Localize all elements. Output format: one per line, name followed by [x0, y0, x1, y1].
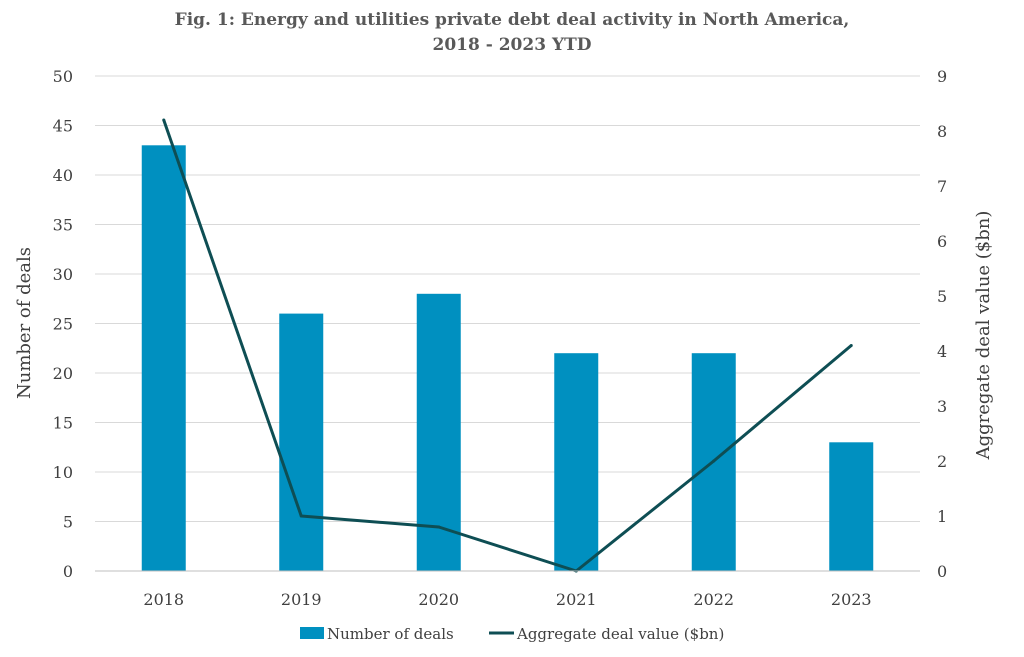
gridlines: [95, 75, 920, 572]
y-tick-label: 0: [63, 562, 73, 581]
x-tick-label: 2020: [418, 590, 459, 609]
y2-tick-label: 9: [937, 67, 947, 86]
y-tick-label: 30: [53, 265, 73, 284]
bar-series: [141, 145, 874, 572]
legend-label-bars: Number of deals: [327, 625, 454, 643]
y-tick-label: 5: [63, 513, 73, 532]
line-point: [299, 514, 303, 518]
bar: [279, 313, 324, 571]
bar: [141, 145, 186, 572]
bar: [554, 353, 599, 571]
y-axis-label: Number of deals: [14, 247, 35, 399]
x-tick-label: 2022: [693, 590, 734, 609]
legend-swatch-bars: [300, 627, 324, 639]
y2-tick-label: 6: [937, 232, 947, 251]
x-tick-label: 2019: [281, 590, 322, 609]
line-point: [437, 525, 441, 529]
y2-tick-label: 0: [937, 562, 947, 581]
line-point: [712, 459, 716, 463]
y2-tick-label: 1: [937, 507, 947, 526]
bar: [829, 442, 874, 571]
x-tick-label: 2018: [143, 590, 184, 609]
series-line: [162, 119, 853, 573]
y2-tick-label: 3: [937, 397, 947, 416]
y2-tick-label: 8: [937, 122, 947, 141]
y-tick-label: 15: [53, 414, 73, 433]
legend-label-line: Aggregate deal value ($bn): [516, 625, 724, 643]
y-tick-label: 50: [53, 67, 73, 86]
bar: [416, 293, 461, 571]
x-tick-label: 2021: [556, 590, 597, 609]
y2-axis-label: Aggregate deal value ($bn): [973, 211, 994, 461]
y-tick-label: 20: [53, 364, 73, 383]
y2-tick-label: 7: [937, 177, 947, 196]
y-tick-label: 25: [53, 315, 73, 334]
legend: Number of deals Aggregate deal value ($b…: [300, 625, 724, 643]
line-point: [162, 118, 166, 122]
y-tick-label: 40: [53, 166, 73, 185]
line-series: [162, 118, 853, 573]
y2-tick-label: 5: [937, 287, 947, 306]
y-tick-label: 10: [53, 463, 73, 482]
y2-tick-label: 4: [937, 342, 947, 361]
x-tick-label: 2023: [831, 590, 872, 609]
y-tick-label: 35: [53, 216, 73, 235]
line-point: [849, 344, 853, 347]
y2-tick-label: 2: [937, 452, 947, 471]
chart-title-line-1: Fig. 1: Energy and utilities private deb…: [175, 10, 850, 30]
y-tick-label: 45: [53, 117, 73, 136]
chart-title-line-2: 2018 - 2023 YTD: [433, 35, 592, 55]
